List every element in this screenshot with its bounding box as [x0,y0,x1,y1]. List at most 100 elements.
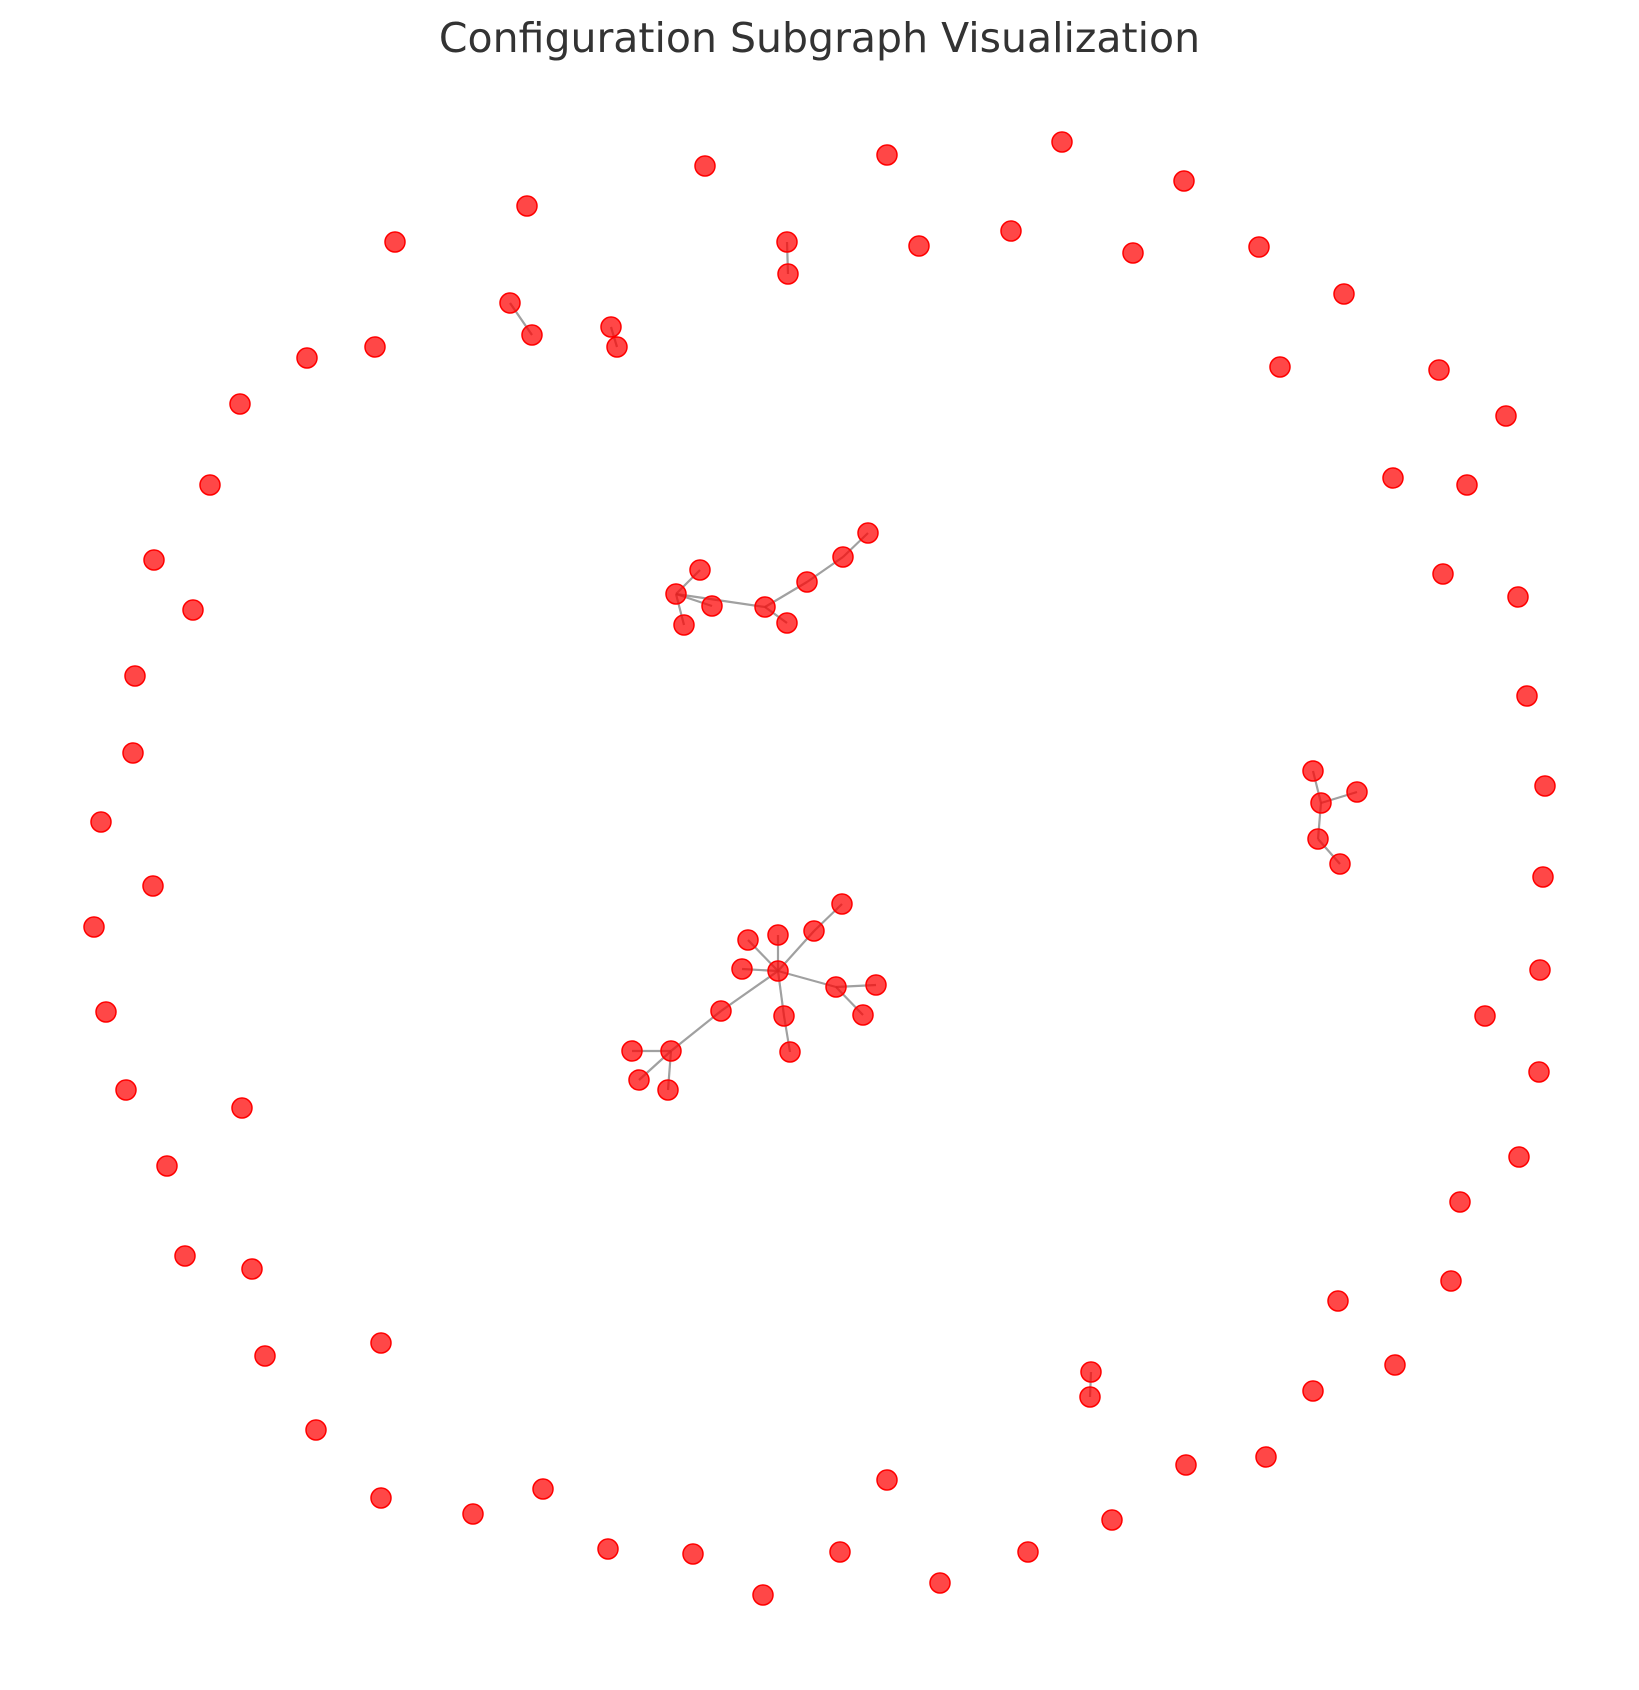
graph-title: Configuration Subgraph Visualization [438,14,1201,62]
graph-node [1507,586,1529,608]
graph-node [1248,236,1270,258]
graph-node [1456,474,1478,496]
graph-node [665,583,687,605]
graph-node [1255,1446,1277,1468]
graph-node [516,195,538,217]
graph-node [1175,1454,1197,1476]
graph-node [829,1541,851,1563]
graph-node [1382,467,1404,489]
graph-node [1432,563,1454,585]
graph-node [199,474,221,496]
graph-node [156,1155,178,1177]
graph-node [182,599,204,621]
graph-node [521,324,543,346]
graph-node [876,144,898,166]
graph-node [776,231,798,253]
graph-node [1302,1380,1324,1402]
graph-node [1508,1146,1530,1168]
graph-node [767,924,789,946]
graph-node [384,231,406,253]
graph-node [124,665,146,687]
graph-node [752,1584,774,1606]
graph-node [689,559,711,581]
graph-node [1327,1290,1349,1312]
graph-node [1269,356,1291,378]
graph-node [1534,775,1556,797]
graph-node [305,1419,327,1441]
graph-node [1516,685,1538,707]
graph-node [731,958,753,980]
graph-node [773,1005,795,1027]
graph-node [462,1503,484,1525]
graph-node [1528,1061,1550,1083]
graph-node [1080,1361,1102,1383]
graph-node [929,1572,951,1594]
graph-node [115,1079,137,1101]
graph-node [737,929,759,951]
graph-node [628,1069,650,1091]
graph-node [364,336,386,358]
graph-node [1122,242,1144,264]
graph-node [660,1040,682,1062]
graph-node [1449,1191,1471,1213]
graph-node [143,549,165,571]
graph-node [673,614,695,636]
graph-node [95,1001,117,1023]
graph-node [1428,359,1450,381]
graph-node [865,974,887,996]
graph-node [682,1543,704,1565]
graph-node [857,522,879,544]
graph-node [876,1469,898,1491]
graph-node [767,960,789,982]
graph-node [701,595,723,617]
graph-edge [720,970,779,1012]
graph-node [1384,1354,1406,1376]
graph-node [1079,1386,1101,1408]
graph-node [832,546,854,568]
graph-node [1310,792,1332,814]
graph-node [90,811,112,833]
graph-node [1307,828,1329,850]
graph-node [296,347,318,369]
graph-node [1051,131,1073,153]
graph-node [1529,959,1551,981]
graph-node [657,1079,679,1101]
graph-node [621,1040,643,1062]
graph-node [803,920,825,942]
graph-node [370,1332,392,1354]
graph-node [831,893,853,915]
graph-node [370,1487,392,1509]
graph-node [825,976,847,998]
graph-node [241,1258,263,1280]
graph-node [83,916,105,938]
graph-node [231,1097,253,1119]
graph-node [1333,283,1355,305]
graph-node [229,393,251,415]
graph-node [710,1000,732,1022]
graph-node [1302,760,1324,782]
graph-node [852,1004,874,1026]
graph-node [606,336,628,358]
graph-node [779,1041,801,1063]
graph-node [1173,170,1195,192]
graph-node [1101,1509,1123,1531]
graph-node [796,571,818,593]
graph-node [1495,405,1517,427]
graph-node [1000,220,1022,242]
graph-node [142,875,164,897]
graph-node [1474,1005,1496,1027]
graph-node [122,742,144,764]
graph-node [532,1478,554,1500]
graph-node [1346,781,1368,803]
graph-node [1017,1541,1039,1563]
graph-node [1440,1270,1462,1292]
graph-node [499,292,521,314]
graph-node [694,155,716,177]
graph-node [754,596,776,618]
graph-node [600,316,622,338]
graph-node [776,612,798,634]
graph-node [174,1245,196,1267]
graph-node [1532,866,1554,888]
graph-node [1329,853,1351,875]
